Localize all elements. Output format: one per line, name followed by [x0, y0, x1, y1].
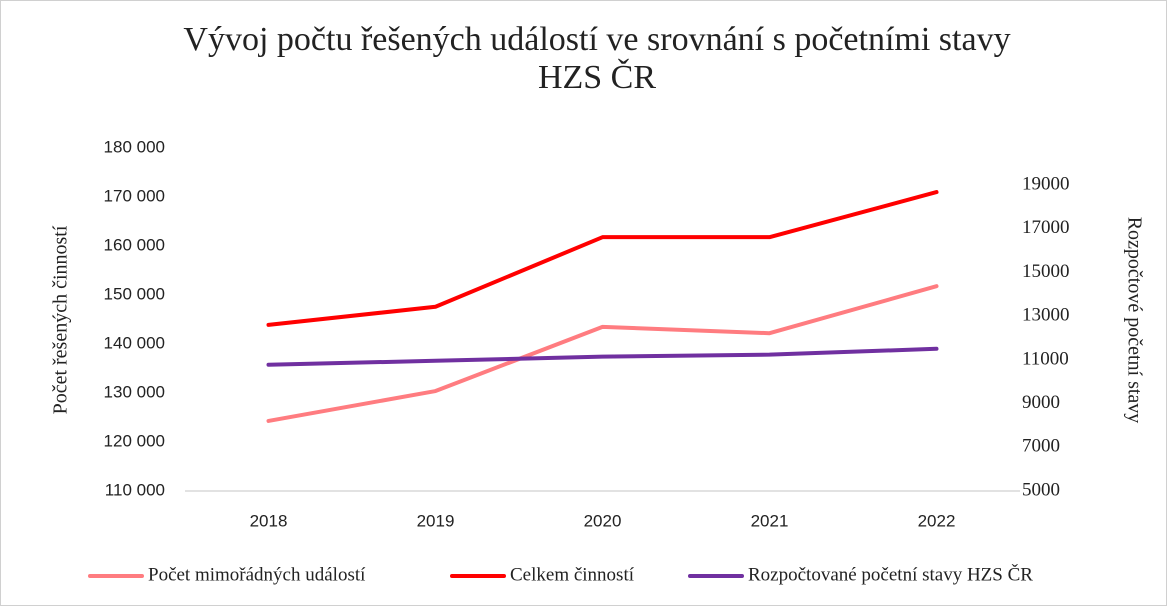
x-tick-label: 2018 — [250, 511, 288, 530]
series-line — [266, 190, 939, 327]
y-tick-label: 170 000 — [104, 186, 165, 205]
legend-label: Celkem činností — [510, 564, 635, 585]
x-tick-label: 2022 — [918, 511, 956, 530]
x-tick-label: 2021 — [751, 511, 789, 530]
y-tick-label: 110 000 — [105, 480, 165, 499]
y-tick-label: 140 000 — [104, 333, 165, 352]
y-tick-label: 130 000 — [104, 382, 165, 401]
y2-tick-label: 13000 — [1022, 305, 1070, 326]
y2-tick-label: 9000 — [1022, 392, 1060, 413]
y-axis-title: Počet řešených činností — [50, 225, 72, 414]
y2-tick-label: 11000 — [1022, 348, 1069, 369]
y-tick-label: 160 000 — [104, 235, 165, 254]
series-line — [266, 346, 939, 367]
x-tick-label: 2019 — [417, 511, 455, 530]
chart-subtitle: HZS ČR — [538, 58, 656, 96]
x-tick-label: 2020 — [584, 511, 622, 530]
y2-tick-label: 17000 — [1022, 217, 1070, 238]
y-tick-label: 120 000 — [104, 431, 165, 450]
y2-tick-label: 5000 — [1022, 479, 1060, 500]
legend-label: Počet mimořádných událostí — [148, 564, 366, 585]
y-tick-label: 180 000 — [104, 137, 165, 156]
legend-label: Rozpočtované početní stavy HZS ČR — [748, 563, 1033, 585]
chart-title: Vývoj počtu řešených událostí ve srovnán… — [183, 21, 1010, 58]
y2-tick-label: 19000 — [1022, 173, 1070, 194]
y2-axis-title: Rozpočtové početní stavy — [1123, 217, 1145, 424]
series-line — [266, 284, 939, 423]
y2-tick-label: 15000 — [1022, 261, 1070, 282]
y-tick-label: 150 000 — [104, 284, 165, 303]
y2-tick-label: 7000 — [1022, 436, 1060, 457]
